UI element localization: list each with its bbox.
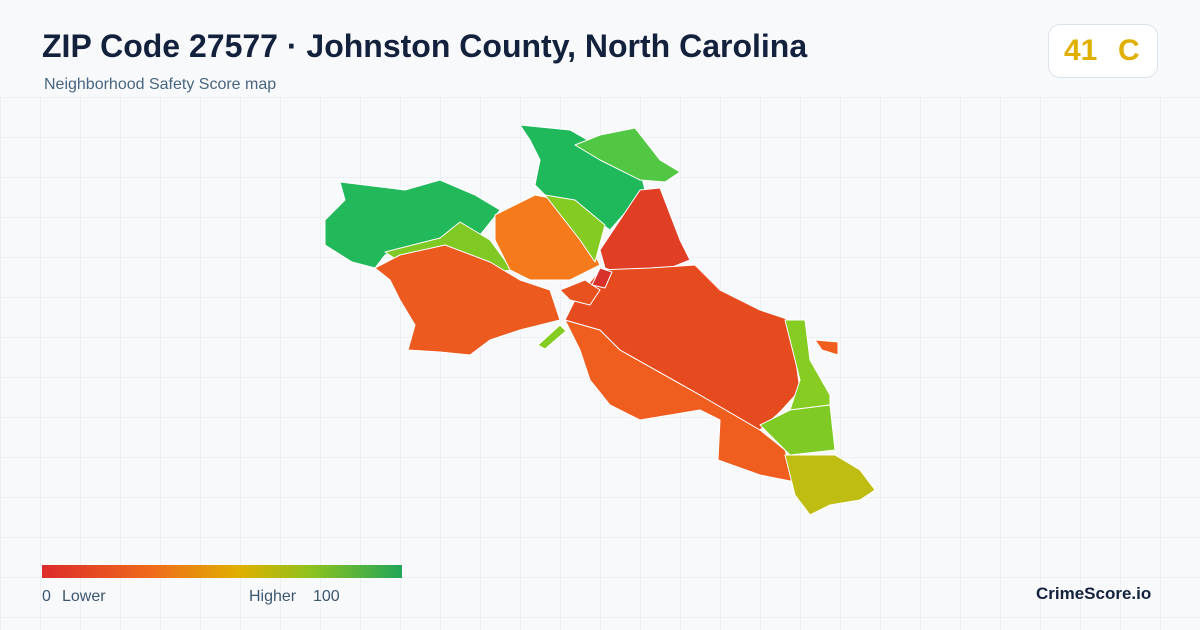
legend-min: 0 [42,588,51,605]
region [784,454,876,516]
legend-gradient [42,565,402,578]
region [759,404,836,456]
region [537,324,567,350]
score-grade: C [1118,34,1140,67]
legend-max: 100 [313,588,340,605]
subtitle: Neighborhood Safety Score map [44,76,277,93]
region [784,319,831,411]
regions [324,124,876,516]
legend-min-label: Lower [62,588,106,605]
title: ZIP Code 27577 · Johnston County, North … [42,28,808,64]
region [814,339,839,356]
score-badge [1048,24,1158,78]
region [574,127,681,183]
region [544,194,606,263]
region [564,264,801,431]
score-value: 41 [1064,34,1098,67]
region [591,267,613,289]
brand: CrimeScore.io [1036,584,1152,603]
region [559,279,601,306]
legend-max-label: Higher [249,588,297,605]
region [374,244,561,356]
